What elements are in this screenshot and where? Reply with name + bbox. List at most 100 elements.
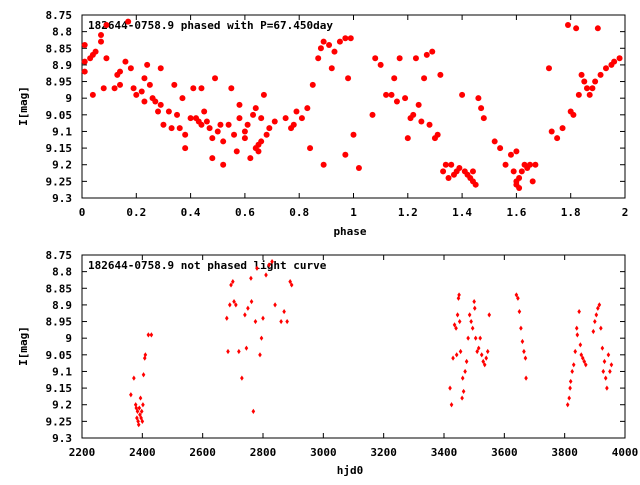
data-point	[141, 98, 148, 105]
data-point	[81, 58, 88, 65]
data-point	[98, 38, 105, 45]
data-point	[484, 355, 489, 361]
data-point	[455, 312, 460, 318]
data-point	[133, 402, 138, 408]
data-point	[336, 38, 343, 45]
y-tick-label: 9.25	[46, 415, 73, 428]
data-point	[260, 91, 267, 98]
data-point	[270, 259, 274, 265]
data-point	[134, 405, 139, 411]
data-point	[258, 352, 262, 358]
x-tick-label: 4000	[612, 446, 639, 459]
data-point	[182, 145, 189, 152]
chart-title: 182644-0758.9 not phased light curve	[88, 259, 327, 272]
data-point	[355, 165, 362, 172]
data-point	[81, 41, 88, 48]
data-point	[81, 68, 88, 75]
data-point	[220, 161, 227, 168]
data-point	[228, 85, 235, 92]
data-point	[581, 78, 588, 85]
data-point	[605, 385, 609, 391]
data-point	[514, 292, 519, 298]
data-point	[271, 118, 278, 125]
data-point	[309, 81, 316, 88]
data-point	[459, 91, 466, 98]
data-point	[267, 262, 271, 268]
data-point	[396, 55, 403, 62]
data-point	[522, 348, 526, 355]
data-point	[575, 91, 582, 98]
data-point	[372, 55, 379, 62]
axis-ticks: 2200 2400 2600 2800 3000 3200 3400 3600 3800 4000…	[46, 249, 639, 459]
data-point	[475, 95, 482, 102]
data-point	[141, 402, 145, 408]
data-point	[220, 138, 227, 145]
data-point	[606, 352, 611, 358]
data-point	[174, 111, 181, 118]
data-point	[252, 105, 259, 112]
data-point	[168, 125, 175, 132]
data-point	[111, 85, 118, 92]
data-point	[448, 161, 455, 168]
x-tick-label: 3400	[431, 446, 458, 459]
data-point	[209, 135, 216, 142]
data-point	[526, 161, 533, 168]
data-point	[532, 161, 539, 168]
data-point	[476, 345, 481, 351]
data-point	[231, 279, 235, 285]
data-point	[603, 375, 608, 381]
y-tick-label: 8.95	[46, 76, 73, 89]
y-tick-label: 9	[65, 332, 72, 345]
data-point	[250, 111, 257, 118]
data-point	[469, 318, 473, 325]
data-point	[217, 121, 224, 128]
data-point	[127, 65, 134, 72]
data-point	[554, 135, 561, 142]
data-point	[437, 71, 444, 78]
x-tick-label: 0.4	[181, 206, 201, 219]
data-point	[470, 325, 475, 331]
y-tick-label: 9.15	[46, 382, 73, 395]
data-point	[155, 108, 162, 115]
data-point	[463, 368, 467, 375]
data-point	[285, 318, 289, 325]
data-point	[266, 125, 273, 132]
data-point	[513, 148, 520, 155]
y-tick-label: 9.1	[52, 125, 72, 138]
data-point	[580, 355, 585, 361]
data-point	[261, 315, 265, 321]
x-tick-label: 2	[622, 206, 629, 219]
data-point	[171, 81, 178, 88]
data-point	[255, 265, 259, 271]
data-point	[249, 275, 253, 281]
data-point	[593, 318, 597, 325]
data-point	[176, 125, 183, 132]
x-axis-label: hjd0	[337, 464, 364, 477]
data-point	[472, 181, 479, 188]
data-point	[182, 131, 189, 138]
x-tick-label: 2800	[250, 446, 277, 459]
data-point	[241, 135, 248, 142]
data-point	[383, 91, 390, 98]
data-point	[573, 25, 580, 32]
plot-frame	[81, 14, 626, 199]
data-points	[81, 18, 623, 192]
data-point	[258, 138, 265, 145]
data-point	[457, 292, 461, 298]
x-tick-label: 2200	[69, 446, 96, 459]
data-point	[461, 388, 466, 395]
data-point	[421, 75, 428, 82]
data-point	[377, 61, 384, 68]
data-point	[198, 85, 205, 92]
x-tick-label: 1	[350, 206, 357, 219]
data-point	[129, 392, 133, 398]
data-point	[574, 325, 579, 331]
data-point	[423, 51, 430, 58]
data-point	[582, 358, 587, 365]
data-point	[259, 335, 264, 341]
data-point	[448, 385, 452, 391]
data-point	[460, 375, 465, 381]
data-point	[429, 48, 436, 55]
